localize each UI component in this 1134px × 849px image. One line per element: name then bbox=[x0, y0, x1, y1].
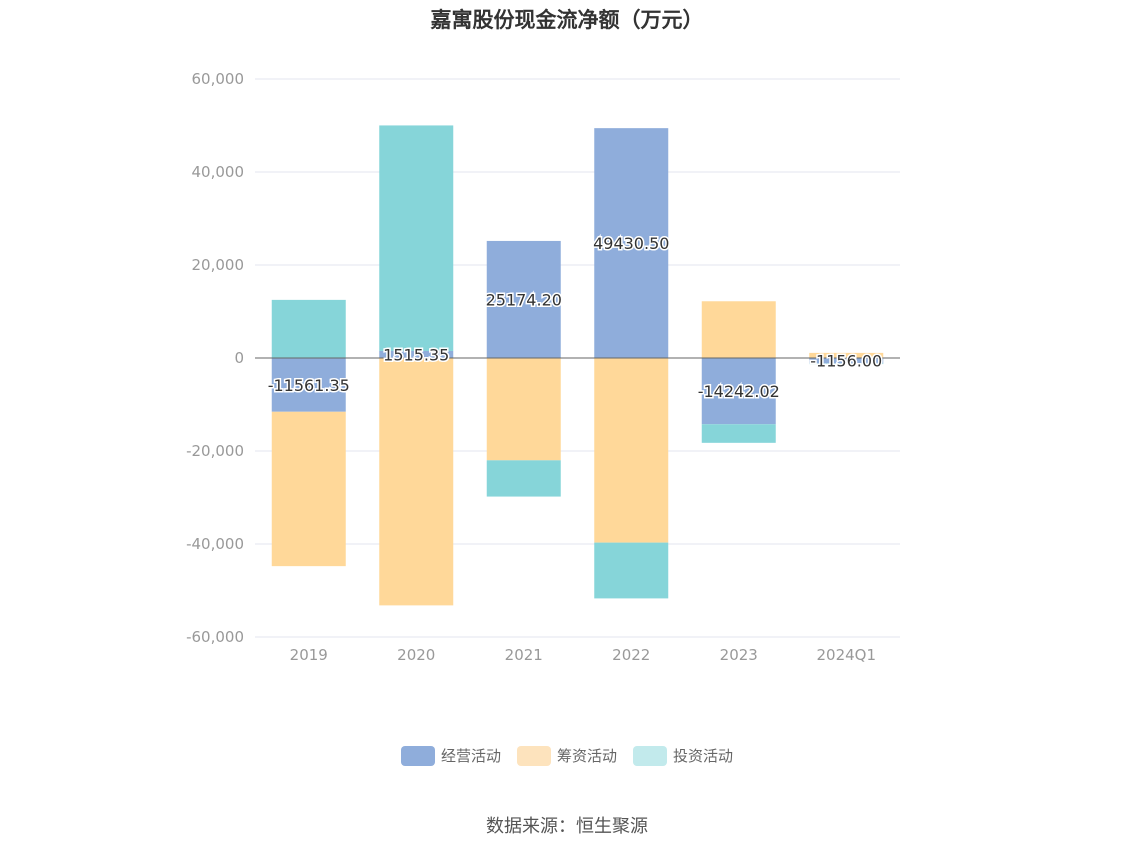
y-tick-label: -40,000 bbox=[186, 535, 244, 553]
data-label-operating: 49430.50 bbox=[593, 234, 669, 253]
data-label-operating: -14242.02 bbox=[698, 382, 780, 401]
data-label-operating: 1515.35 bbox=[383, 345, 449, 364]
data-label-operating: -11561.35 bbox=[268, 376, 350, 395]
bar-investing-2019[interactable] bbox=[271, 299, 346, 358]
y-tick-label: 0 bbox=[234, 349, 244, 367]
bar-investing-2023[interactable] bbox=[701, 424, 776, 443]
legend-item-financing[interactable]: 筹资活动 bbox=[516, 745, 617, 766]
bar-financing-2022[interactable] bbox=[594, 358, 669, 543]
y-tick-label: 20,000 bbox=[192, 256, 245, 274]
legend-swatch-financing bbox=[516, 745, 551, 766]
legend-label-investing: 投资活动 bbox=[673, 747, 734, 765]
bar-investing-2022[interactable] bbox=[594, 542, 669, 599]
legend-item-operating[interactable]: 经营活动 bbox=[400, 745, 501, 766]
x-tick-label: 2021 bbox=[505, 646, 543, 664]
bar-operating-2024Q1[interactable] bbox=[809, 358, 884, 364]
bar-operating-2022[interactable] bbox=[594, 128, 669, 358]
chart-title: 嘉寓股份现金流净额（万元） bbox=[430, 8, 704, 32]
y-tick-label: 60,000 bbox=[192, 70, 245, 88]
legend-swatch-investing bbox=[633, 745, 667, 766]
bar-financing-2019[interactable] bbox=[271, 411, 346, 567]
legend-swatch-operating bbox=[400, 745, 435, 766]
y-tick-label: -60,000 bbox=[186, 628, 244, 646]
legend: 经营活动 筹资活动 投资活动 bbox=[0, 745, 1134, 766]
y-tick-label: 40,000 bbox=[192, 163, 245, 181]
bar-investing-2024Q1[interactable] bbox=[809, 363, 884, 365]
bar-investing-2020[interactable] bbox=[379, 125, 454, 351]
bar-investing-2021[interactable] bbox=[486, 460, 561, 497]
data-label-operating: 25174.20 bbox=[486, 290, 562, 309]
bar-financing-2024Q1[interactable] bbox=[809, 352, 884, 358]
legend-label-operating: 经营活动 bbox=[440, 747, 501, 765]
data-label-operating: -1156.00 bbox=[810, 352, 882, 371]
bar-financing-2020[interactable] bbox=[379, 358, 454, 606]
bar-operating-2020[interactable] bbox=[379, 350, 454, 358]
x-tick-label: 2020 bbox=[397, 646, 435, 664]
y-tick-label: -20,000 bbox=[186, 442, 244, 460]
x-tick-label: 2022 bbox=[612, 646, 650, 664]
x-tick-label: 2024Q1 bbox=[816, 646, 876, 664]
bar-operating-2023[interactable] bbox=[701, 358, 776, 425]
bar-financing-2021[interactable] bbox=[486, 358, 561, 461]
bar-operating-2021[interactable] bbox=[486, 240, 561, 358]
legend-label-financing: 筹资活动 bbox=[556, 747, 617, 765]
legend-item-investing[interactable]: 投资活动 bbox=[633, 745, 733, 766]
bar-financing-2023[interactable] bbox=[701, 301, 776, 358]
x-tick-label: 2019 bbox=[290, 646, 328, 664]
source-note: 数据来源：恒生聚源 bbox=[486, 816, 648, 837]
bar-operating-2019[interactable] bbox=[271, 358, 346, 412]
x-tick-label: 2023 bbox=[720, 646, 758, 664]
